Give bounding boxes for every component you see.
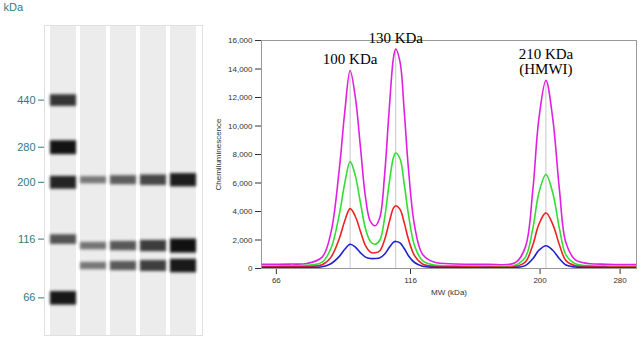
svg-text:Chemiluminescence: Chemiluminescence — [214, 118, 223, 191]
svg-text:200: 200 — [17, 176, 35, 188]
svg-text:116: 116 — [404, 276, 417, 285]
svg-text:2,000: 2,000 — [232, 236, 253, 245]
svg-text:116: 116 — [18, 233, 36, 245]
svg-text:12,000: 12,000 — [228, 93, 253, 102]
svg-text:6,000: 6,000 — [232, 179, 253, 188]
svg-text:0: 0 — [248, 264, 253, 273]
svg-text:200: 200 — [533, 276, 547, 285]
svg-text:MW (kDa): MW (kDa) — [431, 288, 467, 297]
svg-text:280: 280 — [613, 276, 627, 285]
svg-text:16,000: 16,000 — [228, 36, 253, 45]
svg-text:66: 66 — [23, 291, 35, 303]
svg-text:210 KDa(HMWI): 210 KDa(HMWI) — [519, 46, 574, 78]
svg-text:440: 440 — [17, 94, 35, 106]
svg-text:14,000: 14,000 — [228, 65, 253, 74]
svg-text:4,000: 4,000 — [232, 207, 253, 216]
svg-text:100 KDa: 100 KDa — [323, 51, 378, 67]
svg-text:280: 280 — [17, 141, 35, 153]
svg-text:10,000: 10,000 — [228, 122, 253, 131]
svg-text:130 KDa: 130 KDa — [368, 30, 423, 46]
svg-text:8,000: 8,000 — [232, 150, 253, 159]
svg-text:66: 66 — [272, 276, 281, 285]
svg-text:kDa: kDa — [4, 1, 24, 13]
